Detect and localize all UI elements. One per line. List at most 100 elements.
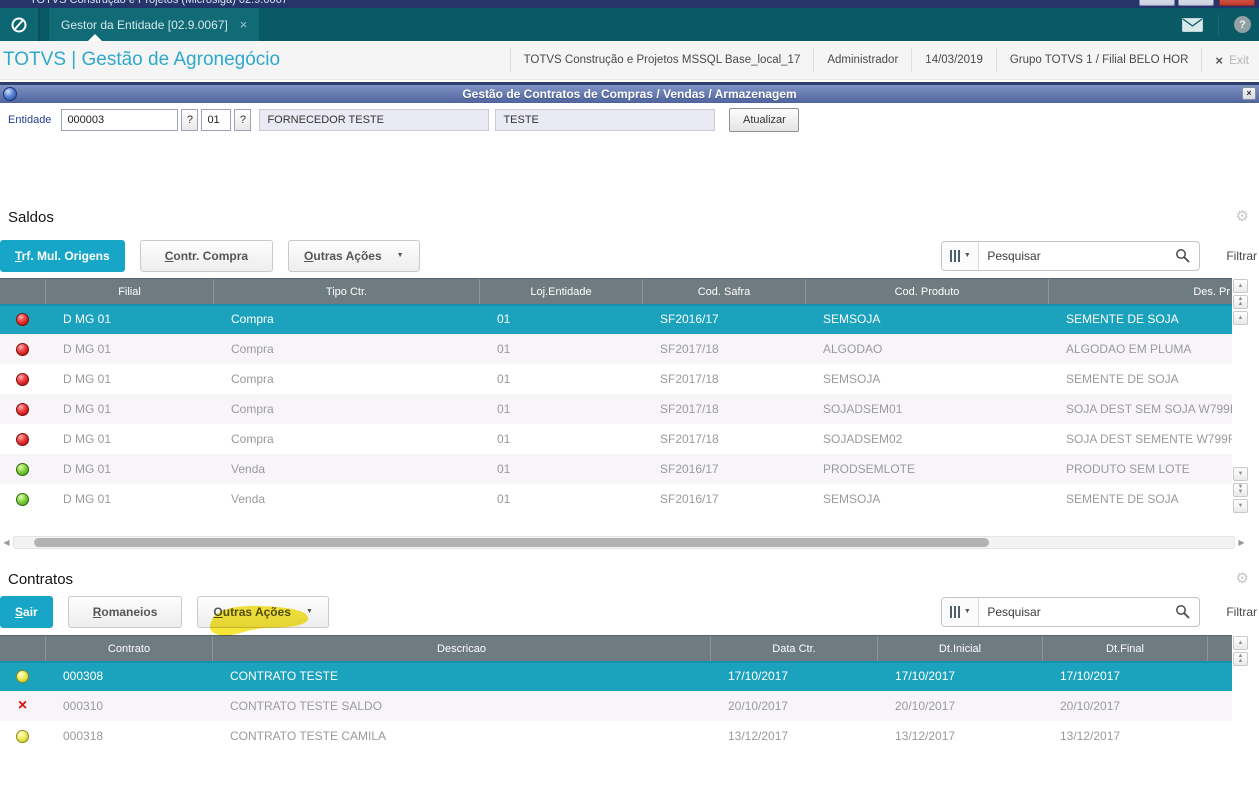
- minimize-button[interactable]: [1139, 0, 1175, 6]
- romaneios-button[interactable]: Romaneios: [67, 595, 183, 628]
- table-row[interactable]: D MG 01 Compra 01 SF2017/18 SOJADSEM01 SOJA D…: [0, 394, 1232, 424]
- cell: 20/10/2017: [895, 699, 956, 713]
- active-tab-pointer: [88, 34, 102, 41]
- saldos-section-title: Saldos: [8, 209, 54, 226]
- table-row[interactable]: D MG 01 Compra 01 SF2017/18 ALGODAO ALGODAO E…: [0, 334, 1232, 364]
- column-selector-button[interactable]: ▼: [942, 241, 980, 270]
- close-window-button[interactable]: [1219, 0, 1255, 6]
- column-header[interactable]: Filial: [45, 279, 213, 304]
- saldos-outras-acoes-button[interactable]: Outras Ações ▼: [288, 239, 420, 272]
- saldos-search-group: ▼: [941, 240, 1201, 271]
- column-header[interactable]: Tipo Ctr.: [213, 279, 479, 304]
- scrollbar-thumb[interactable]: [34, 538, 989, 547]
- cell: SOJA DEST SEM SOJA W799R: [1066, 402, 1232, 416]
- atualizar-button[interactable]: Atualizar: [729, 108, 800, 132]
- cell: D MG 01: [63, 492, 112, 506]
- saldos-horizontal-scrollbar[interactable]: ◀ ▶: [0, 536, 1248, 549]
- column-header[interactable]: Cod. Safra: [642, 279, 805, 304]
- cell: SF2016/17: [660, 492, 719, 506]
- column-header[interactable]: [0, 279, 45, 304]
- search-icon[interactable]: [1175, 604, 1190, 619]
- cell: 13/12/2017: [728, 729, 789, 743]
- entity-lookup-button[interactable]: ?: [181, 109, 199, 131]
- contratos-filter-link[interactable]: Filtrar: [1226, 604, 1257, 619]
- status-yellow-dot-icon: [0, 721, 45, 751]
- trf-mul-origens-button[interactable]: Trf. Mul. Origens: [0, 239, 125, 272]
- column-header[interactable]: Data Ctr.: [710, 636, 877, 661]
- saldos-search-input[interactable]: [979, 248, 1176, 263]
- column-selector-button[interactable]: ▼: [942, 597, 980, 626]
- table-row[interactable]: 000318 CONTRATO TESTE CAMILA 13/12/2017 13/…: [0, 721, 1232, 751]
- column-header[interactable]: Dt.Final: [1042, 636, 1207, 661]
- saldos-grid: Filial Tipo Ctr. Loj.Entidade Cod. Safra Cod…: [0, 278, 1248, 514]
- scroll-pageup-icon: ▲ ▲: [1233, 295, 1248, 309]
- table-row[interactable]: D MG 01 Venda 01 SF2016/17 SEMSOJA SEMENTE DE…: [0, 484, 1232, 514]
- contr-compra-button[interactable]: Contr. Compra: [139, 239, 274, 272]
- table-row[interactable]: D MG 01 Compra 01 SF2016/17 SEMSOJA SEMENTE D…: [0, 304, 1232, 334]
- environment-info: TOTVS Construção e Projetos MSSQL Base_l…: [509, 48, 814, 72]
- entity-code-input[interactable]: [61, 109, 179, 131]
- table-header-row: Contrato Descricao Data Ctr. Dt.Inicial Dt.F…: [0, 635, 1232, 661]
- table-row[interactable]: D MG 01 Compra 01 SF2017/18 SOJADSEM02 SOJA D…: [0, 424, 1232, 454]
- table-row[interactable]: 000308 CONTRATO TESTE 17/10/2017 17/10/2017…: [0, 661, 1232, 691]
- saldos-vertical-scrollbar[interactable]: ▲ ▲ ▲ ▲ ▼ ▼ ▼ ▼: [1233, 278, 1248, 514]
- cell: 17/10/2017: [895, 669, 956, 683]
- tab-close-icon[interactable]: ×: [239, 17, 248, 32]
- mail-icon[interactable]: [1182, 17, 1203, 32]
- contratos-search-group: ▼: [941, 596, 1201, 627]
- totvs-logo-icon[interactable]: [0, 8, 40, 41]
- cell: SF2017/18: [660, 432, 719, 446]
- contratos-section-title: Contratos: [8, 571, 74, 588]
- column-header[interactable]: Contrato: [45, 636, 212, 661]
- cell: 13/12/2017: [895, 729, 956, 743]
- dialog-close-button[interactable]: ×: [1242, 87, 1256, 100]
- cell: CONTRATO TESTE: [230, 669, 339, 683]
- cell: PRODUTO SEM LOTE: [1066, 462, 1190, 476]
- company-branch: Grupo TOTVS 1 / Filial BELO HOR: [995, 48, 1202, 72]
- entity-form: Entidade ? ? FORNECEDOR TESTE TESTE Atua…: [0, 103, 1259, 137]
- scroll-up-icon: ▲: [1233, 636, 1248, 650]
- gear-icon[interactable]: ⚙: [1235, 570, 1249, 587]
- cell: 20/10/2017: [1060, 699, 1121, 713]
- cell: SF2017/18: [660, 342, 719, 356]
- saldos-filter-link[interactable]: Filtrar: [1226, 248, 1257, 263]
- contratos-outras-acoes-button[interactable]: Outras Ações ▼: [197, 595, 329, 628]
- store-lookup-button[interactable]: ?: [234, 109, 252, 131]
- table-row[interactable]: D MG 01 Venda 01 SF2016/17 PRODSEMLOTE PRODUT…: [0, 454, 1232, 484]
- cell: SEMSOJA: [823, 312, 881, 326]
- status-red-dot-icon: [0, 424, 45, 454]
- column-header[interactable]: Dt.Inicial: [877, 636, 1042, 661]
- cell: 17/10/2017: [1060, 669, 1121, 683]
- column-header[interactable]: [0, 636, 45, 661]
- column-header[interactable]: Loj.Entidade: [479, 279, 642, 304]
- cell: 01: [497, 432, 511, 446]
- cell: SF2016/17: [660, 312, 719, 326]
- column-header[interactable]: Descricao: [212, 636, 710, 661]
- scroll-up-icon: ▲: [1233, 311, 1248, 325]
- cell: SF2017/18: [660, 372, 719, 386]
- sair-button[interactable]: Sair: [0, 595, 53, 628]
- maximize-button[interactable]: [1178, 0, 1214, 6]
- table-row[interactable]: × 000310 CONTRATO TESTE SALDO 20/10/2017 20/…: [0, 691, 1232, 721]
- columns-icon: [949, 605, 960, 618]
- scroll-up-icon: ▲: [1233, 279, 1248, 293]
- search-icon[interactable]: [1175, 248, 1190, 263]
- status-red-dot-icon: [0, 364, 45, 394]
- cell: ALGODAO EM PLUMA: [1066, 342, 1192, 356]
- cell: Compra: [231, 432, 274, 446]
- help-icon[interactable]: ?: [1234, 16, 1251, 33]
- window-titlebar: TOTVS Construção e Projetos (Microsiga) …: [0, 0, 1259, 8]
- cell: SF2016/17: [660, 462, 719, 476]
- exit-button[interactable]: × Exit: [1201, 48, 1259, 72]
- table-row[interactable]: D MG 01 Compra 01 SF2017/18 SEMSOJA SEMENTE D…: [0, 364, 1232, 394]
- entity-store-input[interactable]: [201, 109, 232, 131]
- contratos-vertical-scrollbar[interactable]: ▲ ▲ ▲: [1233, 635, 1248, 751]
- gear-icon[interactable]: ⚙: [1235, 208, 1249, 225]
- column-header[interactable]: [1207, 636, 1232, 661]
- scroll-down-icon: ▼: [1233, 499, 1248, 513]
- column-header[interactable]: Cod. Produto: [805, 279, 1048, 304]
- contratos-search-input[interactable]: [979, 604, 1176, 619]
- column-header[interactable]: Des. Pr: [1048, 279, 1232, 304]
- tab-gestor-da-entidade[interactable]: Gestor da Entidade [02.9.0067] ×: [48, 8, 261, 41]
- cell: D MG 01: [63, 402, 112, 416]
